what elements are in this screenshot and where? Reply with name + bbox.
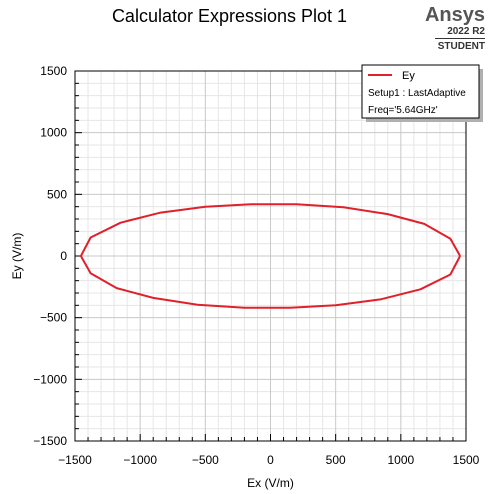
x-axis-label: Ex (V/m) bbox=[247, 476, 294, 490]
y-tick-label: 1000 bbox=[40, 126, 67, 140]
brand-version: 2022 R2 bbox=[435, 26, 485, 39]
x-tick-label: −1500 bbox=[58, 453, 92, 467]
legend-info-line: Freq='5.64GHz' bbox=[368, 105, 438, 116]
y-tick-label: −1500 bbox=[33, 434, 67, 448]
x-tick-label: 0 bbox=[267, 453, 274, 467]
brand-name: Ansys bbox=[424, 4, 485, 26]
x-tick-label: 500 bbox=[326, 453, 346, 467]
grid bbox=[74, 70, 467, 442]
y-tick-label: −1000 bbox=[33, 372, 67, 386]
y-tick-label: 1500 bbox=[40, 64, 67, 78]
x-tick-label: −500 bbox=[192, 453, 219, 467]
y-tick-label: 0 bbox=[60, 249, 67, 263]
y-tick-label: −500 bbox=[40, 311, 67, 325]
legend-info-line: Setup1 : LastAdaptive bbox=[368, 88, 466, 99]
series-line-Ey bbox=[79, 203, 461, 309]
y-axis-label: Ey (V/m) bbox=[10, 233, 24, 280]
brand-logo: Ansys 2022 R2 STUDENT bbox=[405, 4, 485, 52]
brand-edition: STUDENT bbox=[437, 41, 485, 52]
x-tick-label: 1500 bbox=[453, 453, 480, 467]
legend-box bbox=[361, 64, 480, 119]
legend: Ey Setup1 : LastAdaptive Freq='5.64GHz' bbox=[361, 64, 483, 122]
legend-series-name: Ey bbox=[402, 70, 415, 82]
x-tick-label: −1000 bbox=[123, 453, 157, 467]
y-tick-label: 500 bbox=[47, 187, 67, 201]
x-tick-label: 1000 bbox=[387, 453, 414, 467]
chart-title: Calculator Expressions Plot 1 bbox=[111, 6, 348, 26]
